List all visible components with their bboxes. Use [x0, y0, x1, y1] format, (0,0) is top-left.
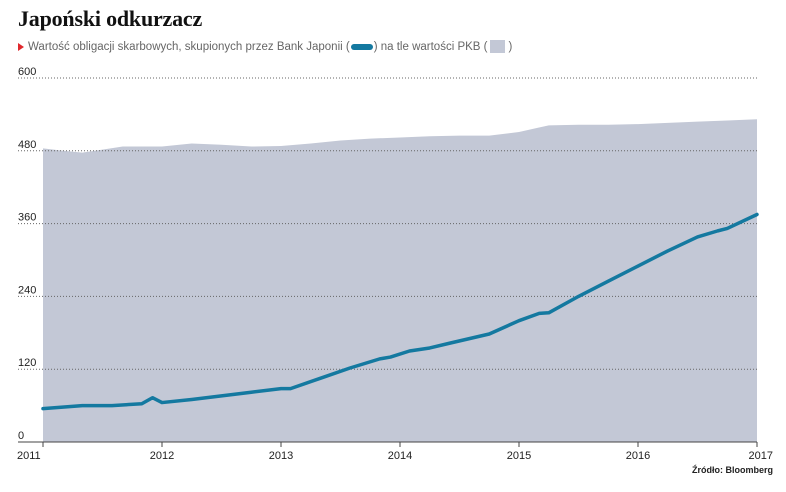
y-tick-label: 240: [18, 284, 36, 296]
y-tick-label: 120: [18, 357, 36, 369]
chart-title: Japoński odkurzacz: [18, 6, 203, 31]
chart-subtitle: Wartość obligacji skarbowych, skupionych…: [18, 40, 512, 53]
y-tick-label: 600: [18, 66, 36, 78]
subtitle-text-3: ): [508, 40, 513, 53]
x-tick-label: 2012: [150, 450, 174, 462]
x-tick-label: 2016: [626, 450, 650, 462]
subtitle-text-2: ) na tle wartości PKB (: [373, 40, 488, 53]
x-tick-label: 2015: [507, 450, 531, 462]
y-tick-label: 480: [18, 139, 36, 151]
source-note: Źródło: Bloomberg: [692, 465, 773, 475]
y-tick-label: 360: [18, 212, 36, 224]
gdp-area: [43, 119, 757, 443]
x-tick-label: 2013: [269, 450, 293, 462]
red-triangle-icon: [18, 42, 24, 51]
y-tick-label: 0: [18, 430, 24, 442]
x-tick-label: 2011: [17, 450, 41, 462]
bond-holdings-line: [41, 212, 759, 411]
area-legend-swatch: [490, 40, 506, 53]
x-tick-label: 2017: [749, 450, 773, 462]
line-legend-swatch: [350, 43, 373, 50]
subtitle-text-1: Wartość obligacji skarbowych, skupionych…: [28, 40, 350, 53]
x-tick-label: 2014: [388, 450, 412, 462]
